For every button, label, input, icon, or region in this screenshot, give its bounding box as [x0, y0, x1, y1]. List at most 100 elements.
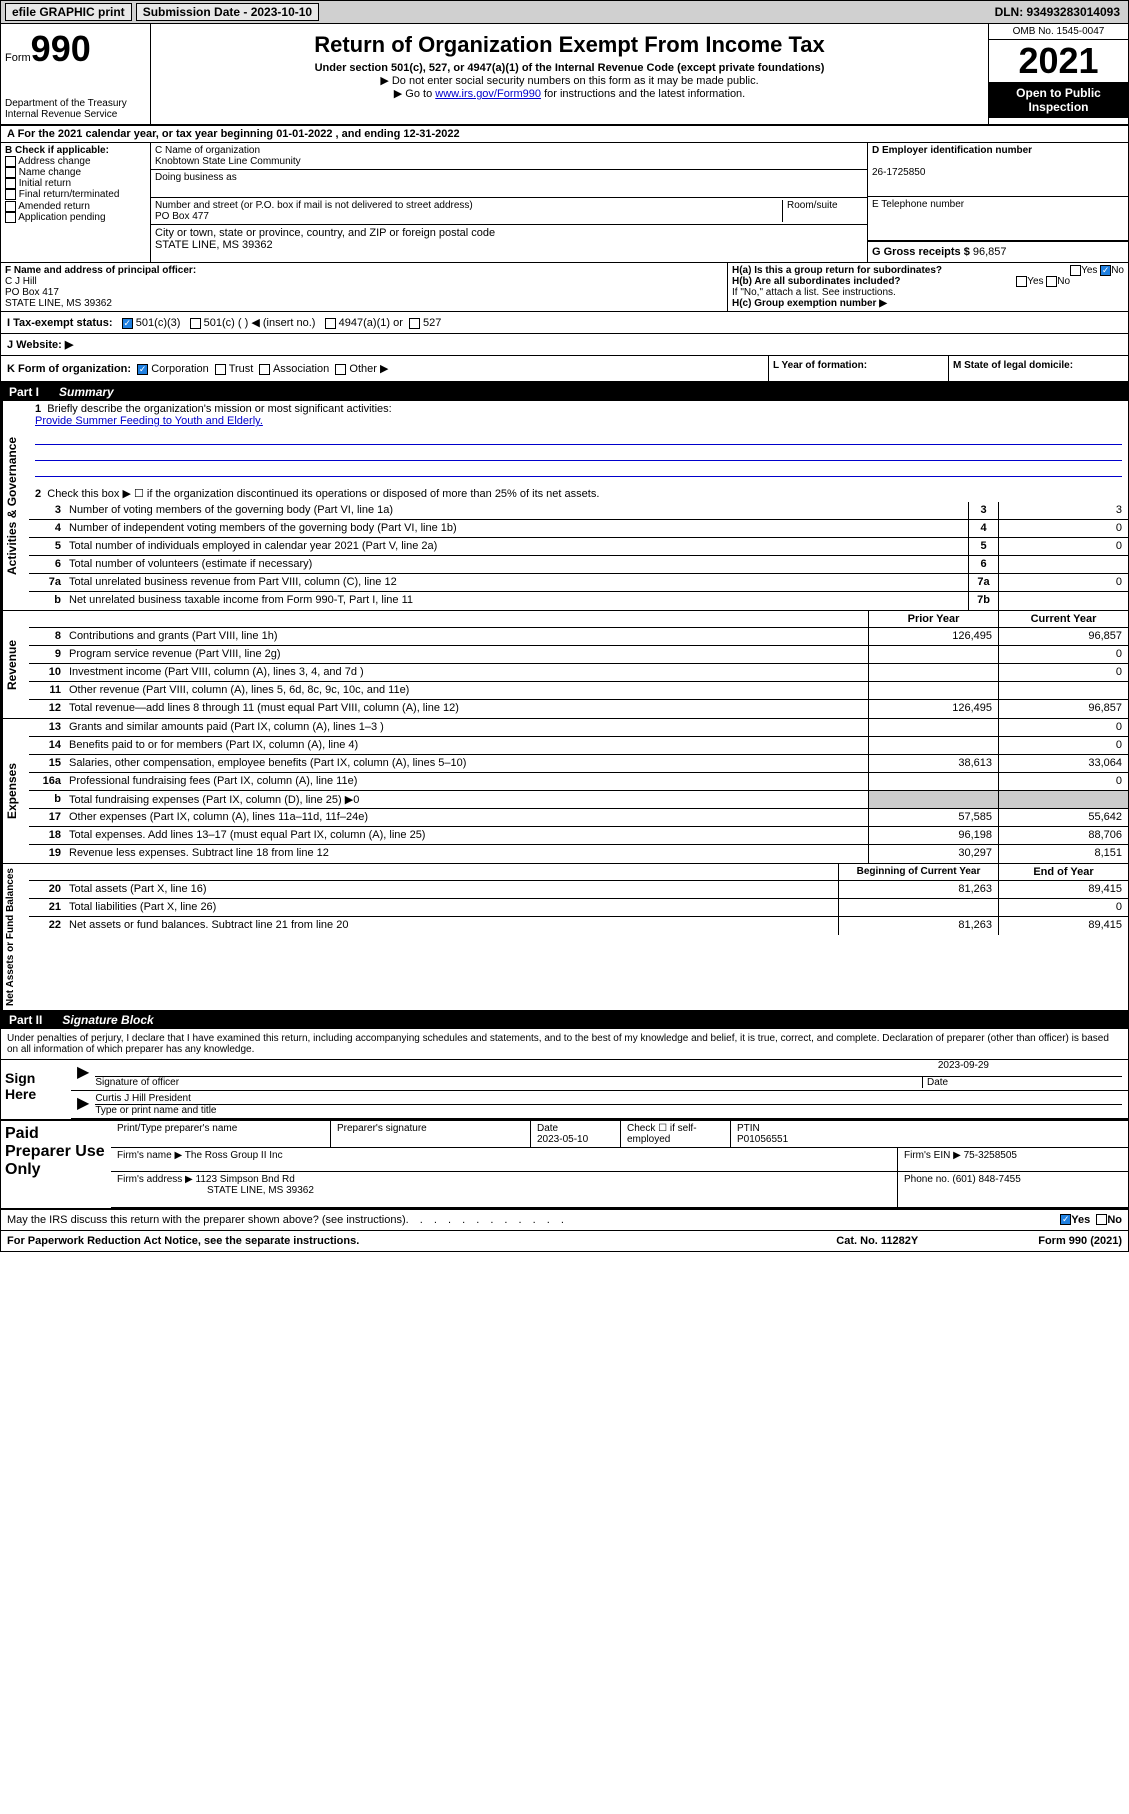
line-17: 17Other expenses (Part IX, column (A), l… — [29, 809, 1128, 827]
tax-year: 2021 — [989, 40, 1128, 82]
expenses-label: Expenses — [1, 719, 29, 863]
chk-amended[interactable] — [5, 201, 16, 212]
chk-assoc[interactable] — [259, 364, 270, 375]
netassets-body: Beginning of Current YearEnd of Year 20T… — [29, 864, 1128, 1010]
line-8: 8Contributions and grants (Part VIII, li… — [29, 628, 1128, 646]
ptin: PTINP01056551 — [731, 1121, 794, 1147]
line-4: 4Number of independent voting members of… — [29, 520, 1128, 538]
line-18: 18Total expenses. Add lines 13–17 (must … — [29, 827, 1128, 845]
line-7a: 7aTotal unrelated business revenue from … — [29, 574, 1128, 592]
hb-no: No — [1057, 276, 1070, 287]
col-k-form-org: K Form of organization: Corporation Trus… — [1, 356, 768, 381]
chk-trust[interactable] — [215, 364, 226, 375]
arrow-icon: ▶ — [77, 1062, 89, 1088]
chk-name-change[interactable] — [5, 167, 16, 178]
efile-button[interactable]: efile GRAPHIC print — [5, 3, 132, 21]
subtitle-3: ▶ Go to www.irs.gov/Form990 for instruct… — [155, 87, 984, 100]
revenue-body: Prior YearCurrent Year 8Contributions an… — [29, 611, 1128, 718]
ein-box: D Employer identification number 26-1725… — [868, 143, 1128, 197]
lbl-527: 527 — [423, 317, 441, 329]
lbl-address-change: Address change — [18, 156, 90, 167]
line-20: 20Total assets (Part X, line 16)81,26389… — [29, 881, 1128, 899]
lbl-trust: Trust — [229, 363, 254, 375]
paid-row-3: Firm's address ▶ 1123 Simpson Bnd Rd STA… — [111, 1172, 1128, 1208]
sig-date-label: Date — [927, 1077, 948, 1088]
chk-app-pending[interactable] — [5, 212, 16, 223]
chk-hb-yes[interactable] — [1016, 276, 1027, 287]
chk-ha-no[interactable] — [1100, 265, 1111, 276]
revenue-section: Revenue Prior YearCurrent Year 8Contribu… — [1, 611, 1128, 719]
chk-4947[interactable] — [325, 318, 336, 329]
chk-ha-yes[interactable] — [1070, 265, 1081, 276]
form-footer: For Paperwork Reduction Act Notice, see … — [1, 1231, 1128, 1251]
b-label: B Check if applicable: — [5, 145, 109, 156]
chk-address-change[interactable] — [5, 156, 16, 167]
form-number: Form990 — [5, 28, 146, 70]
chk-discuss-no[interactable] — [1096, 1214, 1107, 1225]
line-14: 14Benefits paid to or for members (Part … — [29, 737, 1128, 755]
sig-officer-label: Signature of officer — [95, 1077, 179, 1088]
g-value: 96,857 — [973, 246, 1007, 258]
underline-3 — [35, 463, 1122, 477]
chk-initial-return[interactable] — [5, 178, 16, 189]
chk-501c[interactable] — [190, 318, 201, 329]
goto-suffix: for instructions and the latest informat… — [541, 88, 745, 100]
chk-discuss-yes[interactable] — [1060, 1214, 1071, 1225]
d-label: D Employer identification number — [872, 145, 1032, 156]
lbl-corp: Corporation — [151, 363, 208, 375]
hb-row: H(b) Are all subordinates included? Yes … — [732, 276, 1124, 287]
irs-link[interactable]: www.irs.gov/Form990 — [435, 88, 541, 100]
firm-address: Firm's address ▶ 1123 Simpson Bnd Rd STA… — [111, 1172, 898, 1207]
discuss-yes: Yes — [1071, 1214, 1090, 1226]
hb-note: If "No," attach a list. See instructions… — [732, 287, 1124, 298]
underline-1 — [35, 431, 1122, 445]
chk-corp[interactable] — [137, 364, 148, 375]
hb-yes: Yes — [1027, 276, 1043, 287]
line-10: 10Investment income (Part VIII, column (… — [29, 664, 1128, 682]
city-box: City or town, state or province, country… — [151, 225, 867, 253]
phone-box: E Telephone number — [868, 197, 1128, 241]
revenue-label: Revenue — [1, 611, 29, 718]
form-header: Form990 Department of the Treasury Inter… — [1, 24, 1128, 126]
addr-value: PO Box 477 — [155, 211, 209, 222]
part-1-header: Part I Summary — [1, 383, 1128, 401]
chk-hb-no[interactable] — [1046, 276, 1057, 287]
ha-no: No — [1111, 265, 1124, 276]
lbl-501c3: 501(c)(3) — [136, 317, 181, 329]
chk-other[interactable] — [335, 364, 346, 375]
prior-year-hdr: Prior Year — [868, 611, 998, 627]
lbl-amended: Amended return — [18, 201, 90, 212]
preparer-date: Date2023-05-10 — [531, 1121, 621, 1147]
irs-label: Internal Revenue Service — [5, 109, 146, 120]
chk-final-return[interactable] — [5, 189, 16, 200]
paid-row-2: Firm's name ▶ The Ross Group II Inc Firm… — [111, 1148, 1128, 1172]
sig-name-label: Type or print name and title — [95, 1104, 1122, 1116]
activities-body: 1 Briefly describe the organization's mi… — [29, 401, 1128, 610]
col-d-e: D Employer identification number 26-1725… — [868, 143, 1128, 262]
row-i-tax-status: I Tax-exempt status: 501(c)(3) 501(c) ( … — [1, 312, 1128, 334]
line-19: 19Revenue less expenses. Subtract line 1… — [29, 845, 1128, 863]
header-middle: Return of Organization Exempt From Incom… — [151, 24, 988, 124]
expenses-section: Expenses 13Grants and similar amounts pa… — [1, 719, 1128, 864]
address-row: Number and street (or P.O. box if mail i… — [151, 198, 867, 225]
preparer-sig-hdr: Preparer's signature — [331, 1121, 531, 1147]
underline-2 — [35, 447, 1122, 461]
boc-eoy-header: Beginning of Current YearEnd of Year — [29, 864, 1128, 881]
lbl-other: Other ▶ — [349, 363, 388, 375]
line-5: 5Total number of individuals employed in… — [29, 538, 1128, 556]
org-name: Knobtown State Line Community — [155, 156, 301, 167]
lbl-final-return: Final return/terminated — [19, 190, 120, 201]
form-label: Form — [5, 52, 31, 64]
netassets-label: Net Assets or Fund Balances — [1, 864, 29, 1010]
submission-date-button[interactable]: Submission Date - 2023-10-10 — [136, 3, 319, 21]
line-1: 1 Briefly describe the organization's mi… — [29, 401, 1128, 429]
officer-name: C J Hill — [5, 276, 37, 287]
dept-treasury: Department of the Treasury — [5, 98, 146, 109]
line-13: 13Grants and similar amounts paid (Part … — [29, 719, 1128, 737]
chk-501c3[interactable] — [122, 318, 133, 329]
chk-527[interactable] — [409, 318, 420, 329]
line-9: 9Program service revenue (Part VIII, lin… — [29, 646, 1128, 664]
room-suite: Room/suite — [783, 200, 863, 222]
gross-receipts: G Gross receipts $ 96,857 — [868, 241, 1128, 262]
dba-label: Doing business as — [155, 172, 237, 183]
